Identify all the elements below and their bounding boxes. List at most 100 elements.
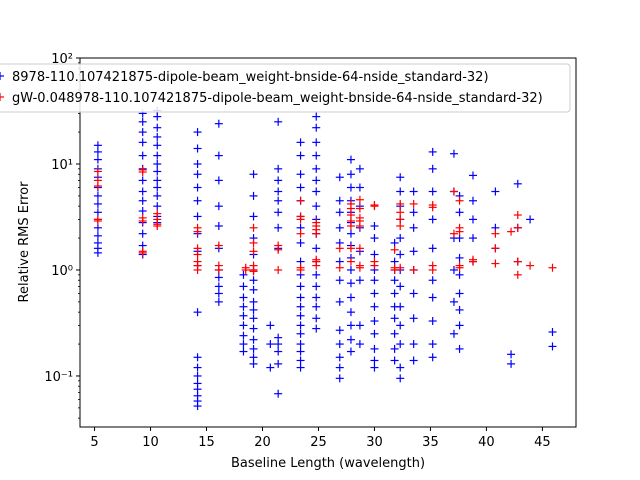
point-s1-140 (312, 187, 321, 196)
point-s2-77 (396, 263, 405, 272)
point-s1-210 (390, 356, 399, 365)
y-tick-label-3: 10² (51, 52, 73, 67)
point-s1-234 (428, 164, 437, 173)
point-s1-166 (346, 170, 355, 179)
point-s1-35 (153, 159, 162, 168)
y-tick-label-0: 10⁻¹ (44, 370, 73, 385)
point-s2-90 (455, 263, 464, 272)
point-s1-211 (396, 173, 405, 182)
y-axis-label: Relative RMS Error (17, 181, 32, 303)
point-s1-248 (449, 329, 458, 338)
point-s1-254 (455, 289, 464, 298)
x-tick-label-10: 10 (142, 435, 159, 450)
point-s2-96 (507, 227, 516, 236)
point-s1-117 (296, 183, 305, 192)
x-tick-label-5: 5 (90, 435, 98, 450)
point-s1-134 (312, 112, 321, 121)
point-s1-82 (249, 170, 258, 179)
point-s2-36 (296, 196, 305, 205)
point-s2-27 (249, 247, 258, 256)
points-layer (93, 106, 557, 411)
point-s1-133 (296, 363, 305, 372)
point-s1-247 (449, 297, 458, 306)
point-s1-77 (239, 311, 248, 320)
point-s1-146 (312, 270, 321, 279)
point-s1-155 (335, 223, 344, 232)
point-s1-224 (409, 187, 418, 196)
point-s1-187 (355, 321, 364, 330)
point-s2-72 (390, 265, 399, 274)
point-s2-50 (335, 263, 344, 272)
point-s1-111 (274, 347, 283, 356)
point-s1-63 (214, 151, 223, 160)
point-s1-215 (396, 234, 405, 243)
point-s1-198 (370, 344, 379, 353)
point-s1-201 (390, 238, 399, 247)
point-s2-86 (455, 196, 464, 205)
point-s1-195 (370, 302, 379, 311)
point-s1-153 (335, 196, 344, 205)
point-s2-22 (214, 241, 223, 250)
point-s1-10 (93, 223, 102, 232)
legend: 8978-110.107421875-dipole-beam_weight-bn… (0, 63, 571, 113)
point-s1-39 (153, 191, 162, 200)
point-s1-107 (274, 223, 283, 232)
plot-area (80, 58, 576, 427)
point-s1-220 (396, 321, 405, 330)
point-s1-84 (249, 212, 258, 221)
point-s1-243 (449, 149, 458, 158)
y-tick-label-1: 10⁰ (51, 264, 73, 279)
point-s1-266 (507, 350, 516, 359)
point-s1-65 (214, 202, 223, 211)
x-axis-ticks: 5 10 15 20 25 30 35 40 45 (90, 427, 551, 450)
point-s1-69 (214, 273, 223, 282)
point-s1-114 (296, 138, 305, 147)
point-s1-226 (409, 223, 418, 232)
point-s1-115 (296, 151, 305, 160)
point-s1-229 (409, 289, 418, 298)
point-s1-53 (193, 308, 202, 317)
point-s1-259 (468, 196, 477, 205)
point-s2-55 (346, 221, 355, 230)
point-s1-223 (396, 374, 405, 383)
point-s1-230 (409, 314, 418, 323)
point-s1-136 (312, 138, 321, 147)
point-s1-112 (274, 359, 283, 368)
point-s2-14 (153, 221, 162, 230)
point-s1-137 (312, 151, 321, 160)
point-s1-125 (296, 293, 305, 302)
point-s1-89 (249, 285, 258, 294)
point-s2-39 (296, 229, 305, 238)
point-s1-113 (274, 389, 283, 398)
point-s1-231 (409, 340, 418, 349)
point-s1-241 (428, 340, 437, 349)
point-s1-81 (239, 347, 248, 356)
point-s2-24 (214, 265, 223, 274)
point-s2-97 (513, 211, 522, 220)
point-s2-100 (513, 270, 522, 279)
point-s1-48 (193, 196, 202, 205)
point-s1-93 (249, 324, 258, 333)
point-s1-147 (312, 282, 321, 291)
point-s1-11 (93, 231, 102, 240)
point-s2-98 (513, 223, 522, 232)
point-s1-162 (335, 353, 344, 362)
point-s2-32 (241, 265, 250, 274)
point-s1-70 (214, 282, 223, 291)
point-s2-45 (312, 229, 321, 238)
point-s1-61 (193, 402, 202, 411)
point-s1-160 (335, 326, 344, 335)
point-s1-76 (239, 302, 248, 311)
point-s1-258 (468, 171, 477, 180)
point-s1-225 (409, 208, 418, 217)
point-s1-154 (335, 208, 344, 217)
point-s1-174 (346, 265, 355, 274)
point-s1-273 (548, 342, 557, 351)
point-s1-236 (428, 215, 437, 224)
point-s1-7 (93, 199, 102, 208)
point-s1-138 (312, 164, 321, 173)
point-s1-135 (312, 123, 321, 132)
point-s1-131 (296, 347, 305, 356)
point-s2-59 (355, 204, 364, 213)
